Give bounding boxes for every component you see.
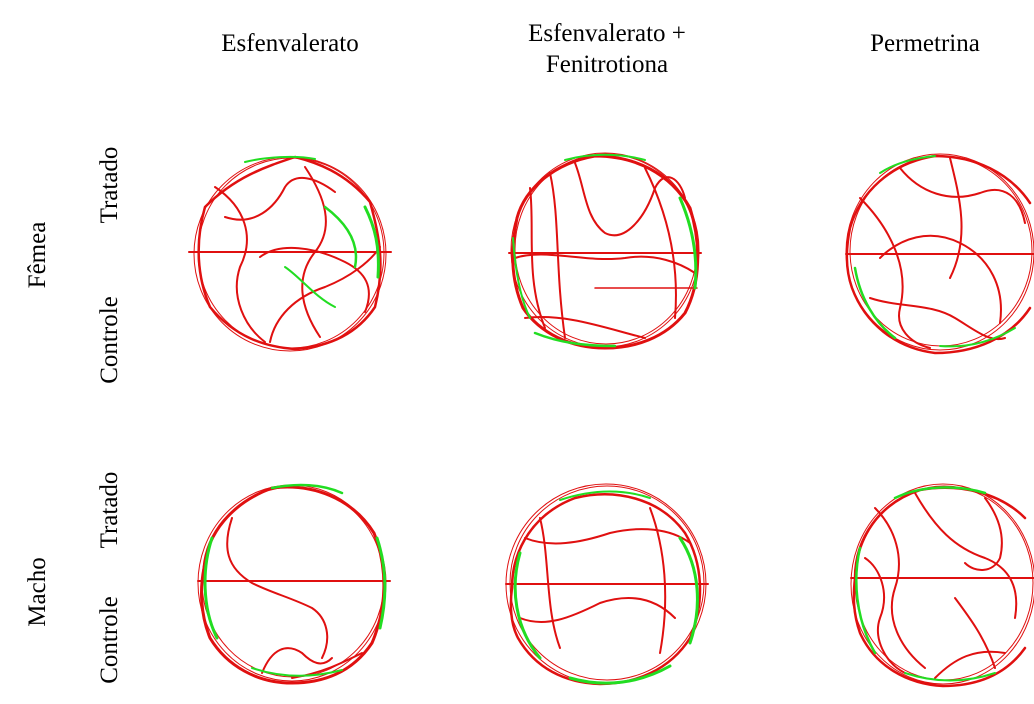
row-label-tratado-femea: Tratado bbox=[96, 146, 123, 224]
arena-femea-permetrina bbox=[845, 153, 1034, 355]
column-title-line2: Fenitrotiona bbox=[545, 51, 669, 78]
row-label-controle-macho: Controle bbox=[96, 596, 123, 684]
column-title-esfenvalerato-fenitrotiona: Esfenvalerato + Fenitrotiona bbox=[457, 18, 757, 80]
row-label-tratado-macho: Tratado bbox=[96, 471, 123, 549]
column-title-line1: Esfenvalerato + bbox=[528, 20, 686, 47]
column-title-line2: Permetrina bbox=[870, 30, 980, 57]
row-label-controle-femea: Controle bbox=[96, 296, 123, 384]
arena-femea-esfenvalerato-fenitrotiona bbox=[508, 152, 702, 350]
column-title-line2: Esfenvalerato bbox=[221, 30, 359, 57]
arena-macho-esfenvalerato bbox=[197, 483, 391, 685]
row-label-macho: Macho bbox=[24, 557, 51, 627]
arena-macho-permetrina bbox=[850, 483, 1034, 688]
arena-macho-esfenvalerato-fenitrotiona bbox=[505, 483, 709, 686]
column-title-esfenvalerato: Esfenvalerato bbox=[140, 28, 440, 59]
column-title-permetrina: Permetrina bbox=[775, 28, 1034, 59]
row-label-femea: Fêmea bbox=[24, 221, 51, 289]
arena-femea-esfenvalerato bbox=[188, 155, 392, 352]
